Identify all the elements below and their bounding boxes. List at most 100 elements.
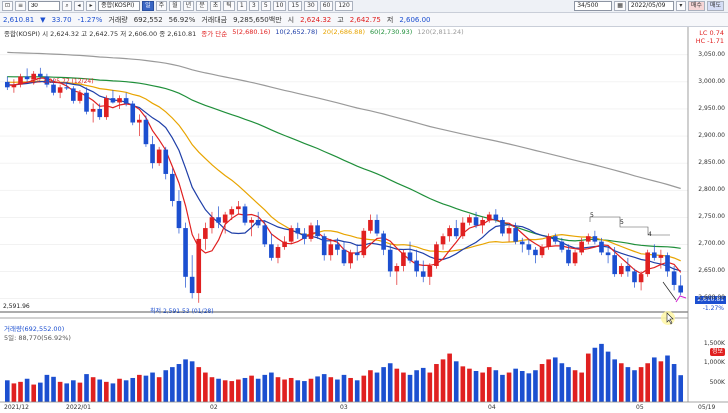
- low-value: 2,606.00: [399, 15, 431, 24]
- volume-label: 거래량: [108, 15, 128, 24]
- current-price-tag: 2,610.81: [695, 296, 726, 304]
- candle-body: [427, 265, 433, 277]
- next-arrow-icon[interactable]: ▸: [86, 1, 97, 11]
- period-week-button[interactable]: 주: [155, 1, 168, 11]
- search-icon[interactable]: ⌕: [62, 1, 73, 11]
- candle-body: [420, 271, 426, 277]
- volume-bar: [110, 383, 116, 402]
- volume-bar: [361, 375, 367, 402]
- ma60-line: [7, 76, 681, 249]
- volume-bar: [90, 377, 96, 402]
- candle-body: [123, 98, 129, 104]
- candle-body: [156, 149, 162, 164]
- prev-arrow-icon[interactable]: ◂: [74, 1, 85, 11]
- candle-body: [117, 98, 122, 103]
- candle-body: [24, 76, 30, 80]
- candle-body: [51, 84, 56, 93]
- candle-body: [658, 255, 664, 258]
- grid-icon[interactable]: ▦: [614, 1, 626, 11]
- volume-bar: [506, 372, 512, 402]
- candle-body: [104, 98, 109, 118]
- date-field[interactable]: 2022/05/09: [627, 1, 674, 11]
- volume-bar: [638, 367, 644, 402]
- volume-info-tag[interactable]: 정보: [709, 348, 725, 356]
- count-field[interactable]: 34/500: [574, 1, 613, 11]
- period-minute-button[interactable]: 분: [196, 1, 208, 11]
- candle-body: [374, 219, 380, 234]
- high-value: 2,642.75: [349, 15, 381, 24]
- candle-body: [678, 285, 684, 293]
- candle-body: [434, 244, 439, 266]
- period-second-button[interactable]: 초: [209, 1, 222, 11]
- volume-bar: [434, 364, 439, 402]
- volume-bar: [64, 383, 70, 402]
- volume-bar: [572, 370, 578, 402]
- wave-label-2: 5: [620, 219, 624, 226]
- volume-bar: [533, 370, 538, 402]
- period-month-button[interactable]: 월: [169, 1, 181, 11]
- volume-bar: [269, 372, 274, 402]
- mouse-cursor-icon: [666, 312, 674, 325]
- period-year-button[interactable]: 년: [182, 1, 195, 11]
- candle-body: [295, 228, 301, 234]
- volume-bar: [275, 377, 281, 402]
- period-tick-button[interactable]: 틱: [223, 1, 235, 11]
- candle-body: [552, 236, 558, 242]
- buy-button[interactable]: 매수: [687, 1, 705, 11]
- volume-bar: [427, 372, 433, 402]
- volume-bar: [130, 377, 136, 402]
- chart-toolbar: ⊡ ≡ ⌕ ◂ ▸ 종합(KOSPI) 일 주 월 년 분 초 틱 1 3 5 …: [0, 0, 728, 13]
- interval-3-button[interactable]: 3: [248, 1, 259, 11]
- index-name-field[interactable]: 종합(KOSPI): [98, 1, 141, 11]
- interval-10-button[interactable]: 10: [272, 1, 287, 11]
- volume-bar: [183, 359, 188, 402]
- volume-bar: [104, 381, 109, 402]
- volume-bar: [579, 372, 584, 402]
- ma5-legend: 5(2,680.16): [232, 28, 271, 36]
- menu-button[interactable]: ≡: [15, 1, 27, 11]
- volume-bar: [585, 353, 591, 402]
- candle-body: [533, 249, 538, 256]
- candle-body: [460, 222, 466, 237]
- open-label: 시: [287, 15, 295, 24]
- chart-legend: 종합(KOSPI) 시 2,624.32 고 2,642.75 저 2,606.…: [4, 28, 464, 38]
- interval-120-button[interactable]: 120: [335, 1, 353, 11]
- volume-bar: [467, 368, 472, 402]
- interval-30-button[interactable]: 30: [304, 1, 318, 11]
- candle-body: [401, 252, 406, 266]
- candle-body: [18, 76, 23, 85]
- candle-body: [387, 249, 393, 272]
- interval-60-button[interactable]: 60: [319, 1, 334, 11]
- price-tick-label: 2,750.00: [698, 213, 725, 221]
- lc-hc-box: LC 0.74 HC -1.71: [696, 29, 724, 45]
- volume-bar: [282, 379, 287, 402]
- candle-body: [321, 236, 327, 256]
- chart-type-button[interactable]: ⊡: [2, 1, 14, 11]
- volume-tick-label: 500K: [709, 378, 725, 386]
- candle-body: [249, 219, 254, 223]
- candle-body: [328, 244, 334, 256]
- volume-bar: [414, 370, 419, 402]
- volume-bar: [618, 363, 624, 402]
- volume-bar: [38, 382, 43, 402]
- sell-button[interactable]: 매도: [706, 1, 724, 11]
- calendar-icon[interactable]: ▾: [675, 1, 686, 11]
- volume-tick-label: 1,000K: [703, 359, 725, 367]
- volume-bar: [539, 364, 545, 402]
- ohlc-legend: 종합(KOSPI) 시 2,624.32 고 2,642.75 저 2,606.…: [4, 30, 197, 38]
- period-day-button[interactable]: 일: [142, 1, 154, 11]
- volume-bar: [249, 375, 254, 402]
- ma120-line: [7, 51, 681, 190]
- volume-sub-legend: 5일: 88,770(56.92%): [4, 334, 71, 342]
- interval-15-button[interactable]: 15: [288, 1, 303, 11]
- interval-5-button[interactable]: 5: [260, 1, 271, 11]
- volume-tick-label: 1,500K: [703, 339, 725, 347]
- interval-1-button[interactable]: 1: [236, 1, 247, 11]
- price-chart[interactable]: [0, 27, 728, 413]
- volume-bar: [236, 379, 241, 402]
- code-input[interactable]: [28, 1, 61, 11]
- ma60-legend: 60(2,730.93): [370, 28, 413, 36]
- candle-body: [31, 73, 37, 80]
- hc-value: HC -1.71: [695, 37, 724, 45]
- candle-body: [671, 271, 677, 285]
